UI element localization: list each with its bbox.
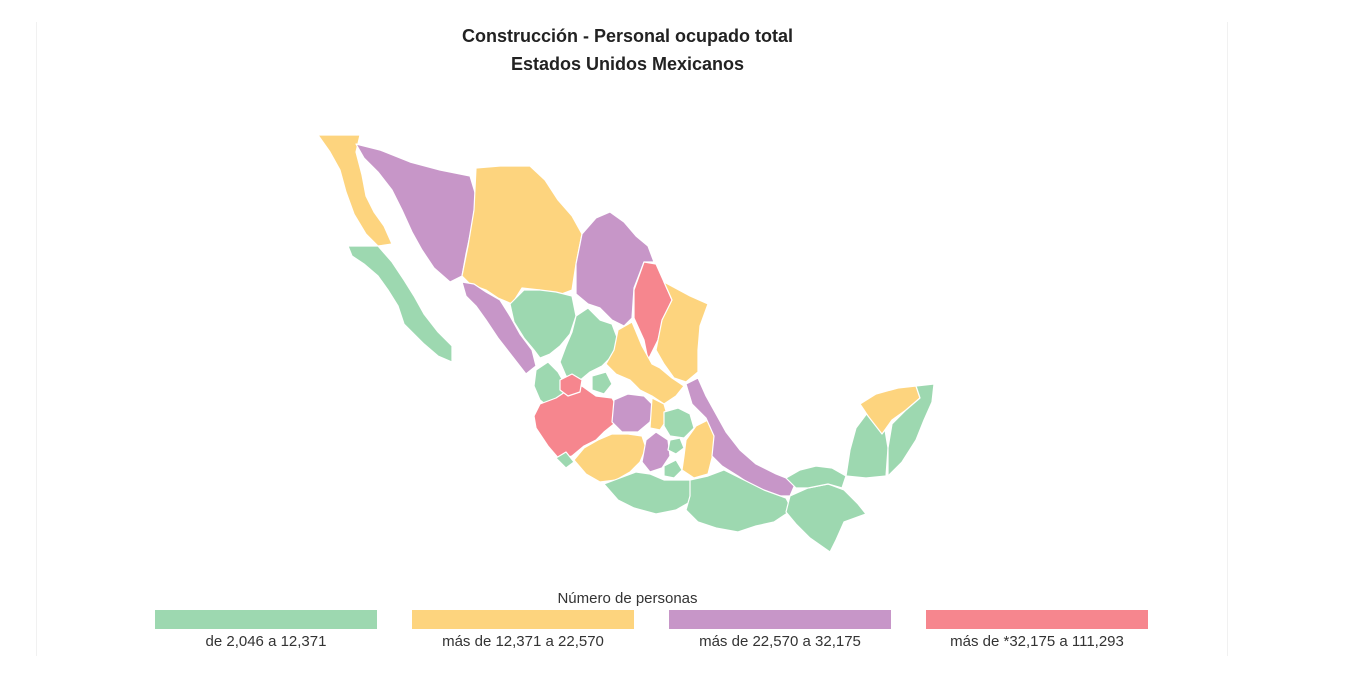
state-aguascalientes[interactable] — [591, 371, 613, 395]
state-colima[interactable] — [555, 451, 575, 469]
state-guerrero[interactable] — [603, 471, 699, 515]
legend-swatch-class-2 — [412, 610, 634, 629]
legend-item-class-3: más de 22,570 a 32,175 — [669, 610, 891, 650]
state-tabasco[interactable] — [785, 465, 847, 489]
state-zacatecas[interactable] — [559, 307, 619, 383]
legend-swatch-class-4 — [926, 610, 1148, 629]
state-estado-de-mexico[interactable] — [641, 431, 671, 473]
state-ciudad-de-mexico[interactable] — [667, 437, 685, 455]
legend-label-class-3: más de 22,570 a 32,175 — [699, 633, 861, 650]
state-sonora[interactable] — [355, 143, 477, 283]
state-oaxaca[interactable] — [685, 469, 793, 533]
legend-title: Número de personas — [557, 590, 698, 607]
legend-item-class-2: más de 12,371 a 22,570 — [412, 610, 634, 650]
state-san-luis-potosi[interactable] — [605, 321, 685, 405]
state-guanajuato[interactable] — [611, 393, 655, 433]
map-subtitle: Estados Unidos Mexicanos — [510, 54, 745, 74]
legend-swatch-class-1 — [155, 610, 377, 629]
state-baja-california[interactable] — [317, 134, 393, 247]
state-baja-california-sur[interactable] — [347, 245, 453, 363]
state-morelos[interactable] — [663, 459, 683, 479]
map-title: Construcción - Personal ocupado total — [461, 26, 794, 46]
legend-item-class-4: más de *32,175 a 111,293 — [926, 610, 1148, 650]
state-chiapas[interactable] — [785, 483, 867, 553]
state-puebla[interactable] — [681, 419, 717, 479]
legend-label-class-2: más de 12,371 a 22,570 — [442, 633, 604, 650]
legend-label-class-1: de 2,046 a 12,371 — [205, 633, 327, 650]
legend-item-class-1: de 2,046 a 12,371 — [155, 610, 377, 650]
state-jalisco-north[interactable] — [559, 373, 583, 397]
state-durango[interactable] — [509, 289, 577, 359]
state-hidalgo[interactable] — [663, 407, 695, 439]
state-quintana-roo[interactable] — [887, 383, 935, 477]
state-sinaloa[interactable] — [461, 281, 537, 375]
legend-label-class-4: más de *32,175 a 111,293 — [950, 633, 1124, 650]
legend-swatch-class-3 — [669, 610, 891, 629]
state-coahuila[interactable] — [575, 211, 655, 327]
state-chihuahua[interactable] — [461, 165, 583, 305]
state-tamaulipas[interactable] — [655, 281, 709, 383]
